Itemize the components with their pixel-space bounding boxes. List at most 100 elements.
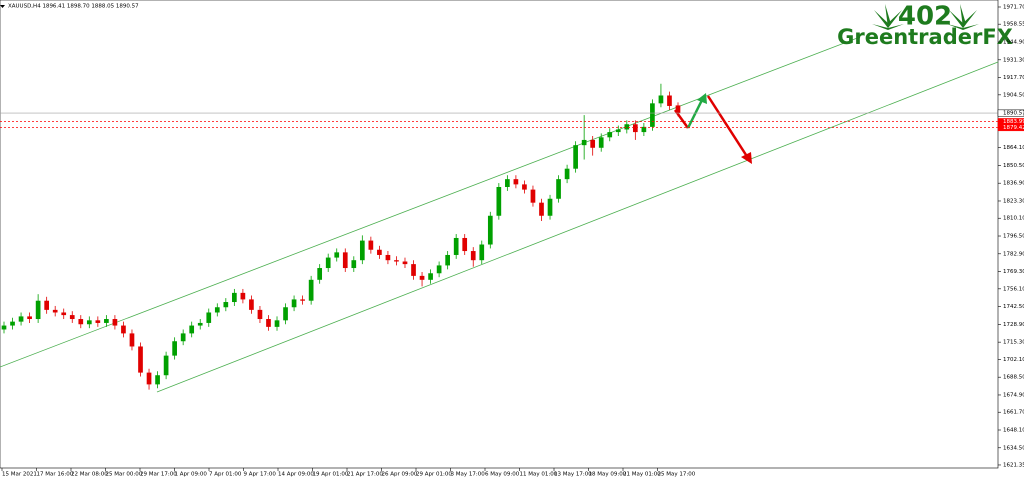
y-tick-label: 1756.10 bbox=[1003, 286, 1024, 292]
candle-body bbox=[615, 129, 621, 133]
candle-body bbox=[650, 103, 655, 127]
candle-body bbox=[61, 312, 67, 316]
leaf-right bbox=[947, 4, 979, 30]
y-tick-label: 1728.90 bbox=[1003, 322, 1024, 328]
candle-body bbox=[232, 292, 237, 303]
candle-body bbox=[445, 254, 450, 266]
x-tick-label: 22 Mar 08:00 bbox=[71, 472, 108, 478]
y-tick-label: 1971.70 bbox=[1003, 4, 1024, 10]
leaf-left bbox=[872, 4, 904, 30]
x-tick-label: 21 Apr 17:00 bbox=[347, 472, 383, 478]
candle-body bbox=[138, 346, 143, 373]
arrow-down bbox=[706, 95, 750, 159]
candle-body bbox=[266, 319, 271, 327]
logo: 402 GreentraderFX bbox=[837, 2, 1013, 50]
candle-body bbox=[556, 179, 561, 199]
candle-body bbox=[197, 322, 203, 326]
candle-body bbox=[95, 320, 101, 323]
price-label: 1890.57 bbox=[1003, 111, 1024, 117]
x-tick-label: 15 Mar 2021 bbox=[2, 472, 37, 478]
y-tick-label: 1904.50 bbox=[1003, 92, 1024, 98]
candle-body bbox=[419, 275, 425, 280]
candle-body bbox=[624, 124, 630, 130]
candle-body bbox=[121, 325, 126, 334]
candle-body bbox=[658, 95, 664, 104]
x-tick-label: 9 Apr 17:00 bbox=[244, 472, 277, 478]
candle-body bbox=[675, 105, 681, 114]
candle-body bbox=[351, 260, 357, 269]
candle-body bbox=[223, 302, 229, 308]
plot bbox=[1, 83, 681, 390]
logo-number: 402 bbox=[898, 2, 952, 32]
x-tick-label: 18 May 09:00 bbox=[589, 472, 627, 478]
candle-body bbox=[590, 139, 596, 148]
candle-body bbox=[479, 244, 485, 261]
candle-body bbox=[462, 237, 468, 252]
candle-body bbox=[505, 179, 510, 187]
candle-body bbox=[522, 184, 527, 190]
candle-body bbox=[436, 265, 442, 274]
candle-body bbox=[607, 132, 613, 138]
y-tick-label: 1769.30 bbox=[1003, 269, 1024, 275]
x-tick-label: 21 May 01:00 bbox=[623, 472, 661, 478]
candle-body bbox=[206, 312, 212, 323]
candle-body bbox=[385, 254, 391, 261]
chart-title: XAUUSD,H4 1896.41 1898.70 1888.05 1890.5… bbox=[8, 4, 139, 10]
candle-body bbox=[291, 299, 297, 308]
candle-body bbox=[453, 237, 459, 255]
candle-body bbox=[180, 333, 186, 342]
plot-frame bbox=[0, 0, 999, 469]
y-tick-label: 1688.50 bbox=[1003, 375, 1024, 381]
candle-body bbox=[308, 279, 314, 301]
y-tick-label: 1634.50 bbox=[1003, 445, 1024, 451]
candle-body bbox=[44, 300, 50, 310]
candle-body bbox=[581, 139, 587, 146]
candle-body bbox=[598, 137, 604, 148]
x-tick-label: 13 May 17:00 bbox=[554, 472, 592, 478]
candle-body bbox=[129, 333, 135, 347]
candle-body bbox=[78, 319, 84, 325]
x-tick-label: 17 Mar 16:00 bbox=[37, 472, 74, 478]
y-tick-label: 1702.10 bbox=[1003, 357, 1024, 363]
candle-body bbox=[496, 186, 502, 216]
candle-body bbox=[394, 260, 399, 262]
candle-body bbox=[667, 95, 672, 106]
candle-body bbox=[377, 249, 382, 255]
candle-body bbox=[402, 261, 408, 265]
candle-body bbox=[428, 273, 433, 280]
candle-body bbox=[86, 320, 92, 325]
candle-body bbox=[539, 202, 544, 216]
candle-body bbox=[257, 309, 263, 320]
candle-body bbox=[163, 355, 169, 376]
y-tick-label: 1715.30 bbox=[1003, 340, 1024, 346]
price-label-box bbox=[997, 109, 1024, 117]
candle-body bbox=[411, 264, 416, 276]
candle-body bbox=[317, 268, 323, 280]
y-tick-label: 1661.70 bbox=[1003, 410, 1024, 416]
candle-body bbox=[530, 189, 536, 203]
x-tick-label: 25 May 17:00 bbox=[658, 472, 696, 478]
candle-body bbox=[10, 321, 15, 326]
candle-body bbox=[573, 145, 578, 169]
candle-body bbox=[368, 240, 374, 250]
candle-body bbox=[470, 251, 476, 261]
x-tick-label: 29 Mar 17:00 bbox=[140, 472, 177, 478]
x-tick-label: 29 Apr 01:00 bbox=[416, 472, 452, 478]
arrows bbox=[673, 93, 752, 164]
y-tick-label: 1674.90 bbox=[1003, 392, 1024, 398]
y-tick-label: 1782.90 bbox=[1003, 251, 1024, 257]
x-tick-label: 6 May 09:00 bbox=[485, 472, 520, 478]
y-tick-label: 1742.50 bbox=[1003, 304, 1024, 310]
x-tick-label: 3 May 17:00 bbox=[451, 472, 486, 478]
candle-body bbox=[18, 316, 24, 322]
candle-body bbox=[69, 315, 75, 320]
y-tick-label: 1917.70 bbox=[1003, 75, 1024, 81]
y-tick-label: 1648.10 bbox=[1003, 428, 1024, 434]
y-tick-label: 1958.55 bbox=[1003, 22, 1024, 28]
candle-body bbox=[641, 126, 647, 133]
y-tick-label: 1621.35 bbox=[1003, 462, 1024, 468]
candle-body bbox=[249, 299, 254, 310]
arrow-head-up bbox=[697, 93, 707, 104]
candle-body bbox=[300, 299, 305, 301]
